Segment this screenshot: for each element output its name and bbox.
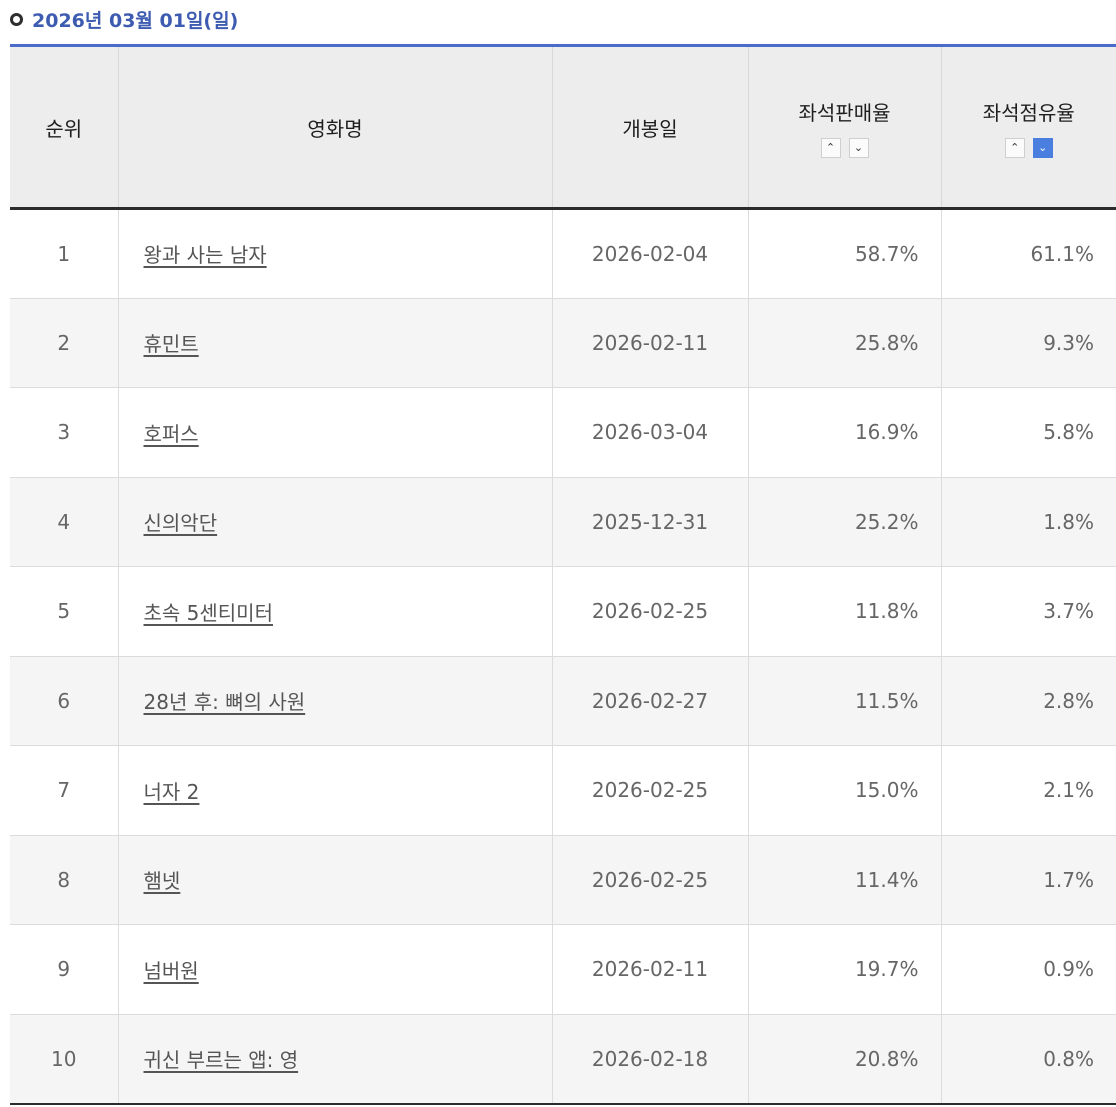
- movie-title-link[interactable]: 햄넷: [143, 869, 181, 894]
- sales-rate-sort-controls: ⌃ ⌄: [749, 137, 941, 158]
- sort-asc-button[interactable]: ⌃: [1004, 137, 1025, 158]
- rank-cell: 1: [10, 208, 119, 299]
- table-row: 2 휴민트 2026-02-11 25.8% 9.3%: [10, 298, 1116, 388]
- occupancy-rate-cell: 2.1%: [940, 745, 1116, 836]
- date-header: 2026년 03월 01일(일): [10, 5, 238, 33]
- sales-rate-cell: 15.0%: [747, 745, 942, 836]
- date-label: 2026년 03월 01일(일): [32, 9, 239, 32]
- rank-cell: 4: [10, 477, 119, 567]
- title-cell: 왕과 사는 남자: [117, 208, 553, 299]
- sales-rate-cell: 16.9%: [747, 387, 942, 478]
- occupancy-rate-cell: 1.8%: [940, 477, 1116, 567]
- sales-rate-cell: 11.8%: [747, 566, 942, 657]
- sort-desc-button[interactable]: ⌄: [848, 137, 869, 158]
- occupancy-rate-sort-controls: ⌃ ⌄: [942, 137, 1116, 158]
- title-cell: 신의악단: [117, 477, 553, 567]
- occupancy-rate-cell: 9.3%: [940, 298, 1116, 388]
- circle-bullet-icon: [10, 12, 23, 26]
- rank-cell: 8: [10, 835, 119, 925]
- chevron-down-icon: ⌄: [1038, 141, 1048, 154]
- table-row: 1 왕과 사는 남자 2026-02-04 58.7% 61.1%: [10, 208, 1116, 299]
- movie-title-link[interactable]: 넘버원: [143, 958, 199, 983]
- column-header-sales-rate: 좌석판매율 ⌃ ⌄: [747, 45, 942, 210]
- column-header-sales-rate-label: 좌석판매율: [798, 100, 891, 125]
- sales-rate-cell: 25.2%: [747, 477, 942, 567]
- chevron-down-icon: ⌄: [853, 141, 864, 154]
- movie-title-link[interactable]: 휴민트: [143, 332, 199, 357]
- release-date-cell: 2026-02-27: [551, 656, 749, 746]
- sales-rate-cell: 58.7%: [747, 208, 942, 299]
- release-date-cell: 2026-02-18: [551, 1014, 749, 1105]
- rank-cell: 3: [10, 387, 119, 478]
- rank-cell: 9: [10, 924, 119, 1015]
- rank-cell: 10: [10, 1014, 119, 1105]
- occupancy-rate-cell: 0.9%: [940, 924, 1116, 1015]
- table-header-row: 순위 영화명 개봉일 좌석판매율 ⌃ ⌄ 좌석점유율 ⌃: [10, 45, 1116, 210]
- movie-title-link[interactable]: 너자 2: [143, 779, 200, 804]
- sort-desc-button[interactable]: ⌄: [1032, 137, 1053, 158]
- movie-title-link[interactable]: 왕과 사는 남자: [143, 243, 267, 268]
- table-row: 3 호퍼스 2026-03-04 16.9% 5.8%: [10, 387, 1116, 478]
- release-date-cell: 2026-02-25: [551, 835, 749, 925]
- chevron-up-icon: ⌃: [1010, 141, 1020, 154]
- table-row: 7 너자 2 2026-02-25 15.0% 2.1%: [10, 745, 1116, 836]
- release-date-cell: 2025-12-31: [551, 477, 749, 567]
- rank-cell: 7: [10, 745, 119, 836]
- sales-rate-cell: 11.4%: [747, 835, 942, 925]
- movie-title-link[interactable]: 호퍼스: [143, 421, 199, 446]
- title-cell: 넘버원: [117, 924, 553, 1015]
- column-header-release-date: 개봉일: [551, 45, 749, 210]
- occupancy-rate-cell: 61.1%: [940, 208, 1116, 299]
- chevron-up-icon: ⌃: [825, 141, 836, 154]
- sales-rate-cell: 25.8%: [747, 298, 942, 388]
- occupancy-rate-cell: 3.7%: [940, 566, 1116, 657]
- sales-rate-cell: 20.8%: [747, 1014, 942, 1105]
- column-header-rank: 순위: [10, 45, 119, 210]
- table-row: 5 초속 5센티미터 2026-02-25 11.8% 3.7%: [10, 566, 1116, 657]
- table-row: 4 신의악단 2025-12-31 25.2% 1.8%: [10, 477, 1116, 567]
- occupancy-rate-cell: 5.8%: [940, 387, 1116, 478]
- movie-title-link[interactable]: 귀신 부르는 앱: 영: [143, 1048, 299, 1072]
- table-row: 8 햄넷 2026-02-25 11.4% 1.7%: [10, 835, 1116, 925]
- rank-cell: 5: [10, 566, 119, 657]
- release-date-cell: 2026-02-04: [551, 208, 749, 299]
- release-date-cell: 2026-02-11: [551, 924, 749, 1015]
- column-header-occupancy-rate: 좌석점유율 ⌃ ⌄: [940, 45, 1116, 210]
- occupancy-rate-cell: 1.7%: [940, 835, 1116, 925]
- table-row: 10 귀신 부르는 앱: 영 2026-02-18 20.8% 0.8%: [10, 1014, 1116, 1105]
- release-date-cell: 2026-02-11: [551, 298, 749, 388]
- column-header-title: 영화명: [117, 45, 553, 210]
- release-date-cell: 2026-02-25: [551, 745, 749, 836]
- title-cell: 귀신 부르는 앱: 영: [117, 1014, 553, 1105]
- table-row: 6 28년 후: 뼈의 사원 2026-02-27 11.5% 2.8%: [10, 656, 1116, 746]
- movie-title-link[interactable]: 28년 후: 뼈의 사원: [143, 690, 306, 715]
- title-cell: 초속 5센티미터: [117, 566, 553, 657]
- sort-asc-button[interactable]: ⌃: [820, 137, 841, 158]
- sales-rate-cell: 19.7%: [747, 924, 942, 1015]
- column-header-occupancy-rate-label: 좌석점유율: [982, 100, 1075, 125]
- table-row: 9 넘버원 2026-02-11 19.7% 0.9%: [10, 924, 1116, 1015]
- rank-cell: 6: [10, 656, 119, 746]
- rank-cell: 2: [10, 298, 119, 388]
- occupancy-rate-cell: 0.8%: [940, 1014, 1116, 1105]
- release-date-cell: 2026-02-25: [551, 566, 749, 657]
- release-date-cell: 2026-03-04: [551, 387, 749, 478]
- occupancy-rate-cell: 2.8%: [940, 656, 1116, 746]
- ranking-table: 순위 영화명 개봉일 좌석판매율 ⌃ ⌄ 좌석점유율 ⌃: [10, 44, 1116, 1105]
- title-cell: 너자 2: [117, 745, 553, 836]
- title-cell: 호퍼스: [117, 387, 553, 478]
- movie-title-link[interactable]: 초속 5센티미터: [143, 600, 273, 625]
- title-cell: 햄넷: [117, 835, 553, 925]
- title-cell: 휴민트: [117, 298, 553, 388]
- title-cell: 28년 후: 뼈의 사원: [117, 656, 553, 746]
- movie-title-link[interactable]: 신의악단: [143, 511, 218, 536]
- sales-rate-cell: 11.5%: [747, 656, 942, 746]
